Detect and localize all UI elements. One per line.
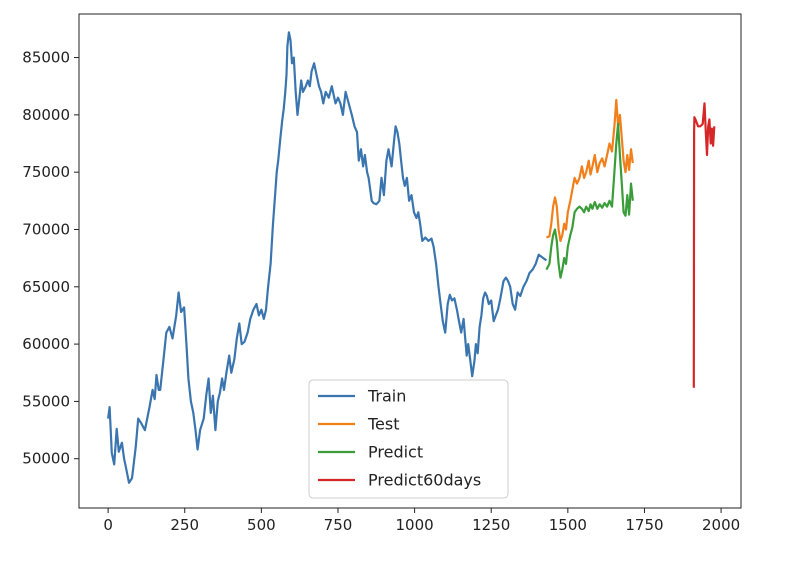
x-tick-label: 2000	[702, 516, 740, 534]
y-tick-label: 55000	[22, 392, 70, 410]
legend-label-predict60days: Predict60days	[368, 471, 481, 490]
x-tick-label: 1250	[472, 516, 510, 534]
series-line-train	[107, 31, 548, 484]
y-tick-label: 80000	[22, 106, 70, 124]
y-tick-label: 60000	[22, 335, 70, 353]
y-tick-label: 85000	[22, 49, 70, 67]
series-line-test	[546, 98, 634, 242]
x-tick-label: 1750	[625, 516, 663, 534]
x-tick-label: 1500	[549, 516, 587, 534]
x-tick-label: 250	[170, 516, 199, 534]
y-tick-label: 65000	[22, 278, 70, 296]
plot-frame	[78, 13, 742, 509]
legend-label-test: Test	[367, 415, 400, 434]
series-layer	[107, 31, 716, 484]
x-tick-label: 0	[103, 516, 113, 534]
series-line-predict	[545, 122, 634, 279]
x-axis: 0 250 500 750 1000 1250 1500 1750 2000	[103, 508, 740, 534]
y-axis: 50000 55000 60000 65000 70000 75000 80000 85000	[22, 49, 79, 468]
x-tick-label: 750	[324, 516, 353, 534]
y-tick-label: 75000	[22, 163, 70, 181]
legend-label-train: Train	[367, 387, 406, 406]
series-line-predict60days	[692, 102, 716, 388]
x-tick-label: 500	[247, 516, 276, 534]
legend-label-predict: Predict	[368, 443, 423, 462]
y-tick-label: 50000	[22, 450, 70, 468]
legend-box	[308, 379, 509, 499]
legend: Train Test Predict Predict60days	[308, 379, 509, 499]
y-tick-label: 70000	[22, 220, 70, 238]
x-tick-label: 1000	[396, 516, 434, 534]
